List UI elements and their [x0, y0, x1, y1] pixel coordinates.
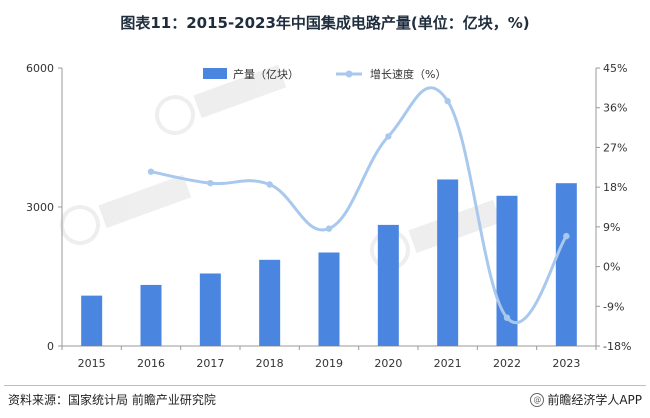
x-tick-label-2021: 2021	[434, 357, 462, 370]
bar-2019	[318, 252, 340, 346]
x-tick-label-2015: 2015	[78, 357, 106, 370]
y-right-tick-label-45: 45%	[603, 62, 627, 75]
x-tick-label-2017: 2017	[196, 357, 224, 370]
growth-point-2017	[207, 179, 214, 187]
y-right-tick-label-27: 27%	[603, 141, 627, 154]
growth-point-2021	[444, 97, 451, 105]
growth-point-2019	[325, 225, 333, 232]
growth-point-2020	[385, 133, 392, 140]
x-tick-label-2019: 2019	[315, 357, 343, 370]
y-right-tick-label--18: -18%	[603, 340, 631, 353]
footer-divider	[4, 385, 646, 386]
legend-label-growth: 增长速度（%）	[370, 67, 446, 81]
y-right-tick-label-0: 0%	[603, 261, 620, 274]
chart-area: 0 3000 6000 45% 36% 27% 18% 9% 0% -9% -18% 2015 2016…	[26, 62, 631, 370]
y-right-tick-label-36: 36%	[603, 102, 627, 115]
legend-swatch-production	[203, 68, 227, 79]
y-right-tick-label--9: -9%	[603, 300, 624, 313]
growth-point-2023	[563, 232, 570, 240]
x-tick-label-2023: 2023	[552, 357, 580, 370]
growth-point-2022	[503, 314, 511, 321]
bar-2015	[81, 295, 103, 346]
bar-2017	[199, 273, 221, 346]
legend-marker-growth	[345, 70, 353, 78]
growth-point-2018	[266, 181, 273, 188]
brand-at-icon: @	[530, 392, 545, 407]
x-tick-label-2016: 2016	[137, 357, 165, 370]
growth-point-2016	[147, 168, 155, 175]
x-tick-label-2022: 2022	[493, 357, 521, 370]
watermark-logo-0	[155, 64, 287, 135]
bar-2016	[140, 284, 162, 346]
bar-2023	[555, 183, 577, 346]
chart-title: 图表11：2015-2023年中国集成电路产量(单位：亿块，%)	[120, 14, 530, 32]
source-note: 资料来源：国家统计局 前瞻产业研究院	[8, 393, 216, 407]
legend-label-production: 产量（亿块）	[233, 67, 299, 81]
brand-credit: @ 前瞻经济学人APP	[530, 391, 642, 408]
bar-2018	[259, 259, 281, 346]
x-tick-label-2018: 2018	[256, 357, 284, 370]
y-right-tick-label-9: 9%	[603, 221, 620, 234]
bar-2020	[377, 224, 399, 346]
watermark-logo-2	[60, 174, 192, 245]
y-left-tick-label-3000: 3000	[26, 201, 54, 214]
x-tick-label-2020: 2020	[374, 357, 402, 370]
y-left-tick-label-6000: 6000	[26, 62, 54, 75]
y-left-tick-label-0: 0	[47, 340, 54, 353]
y-right-tick-label-18: 18%	[603, 181, 627, 194]
brand-name: 前瞻经济学人APP	[547, 393, 642, 407]
bar-2021	[437, 179, 459, 346]
